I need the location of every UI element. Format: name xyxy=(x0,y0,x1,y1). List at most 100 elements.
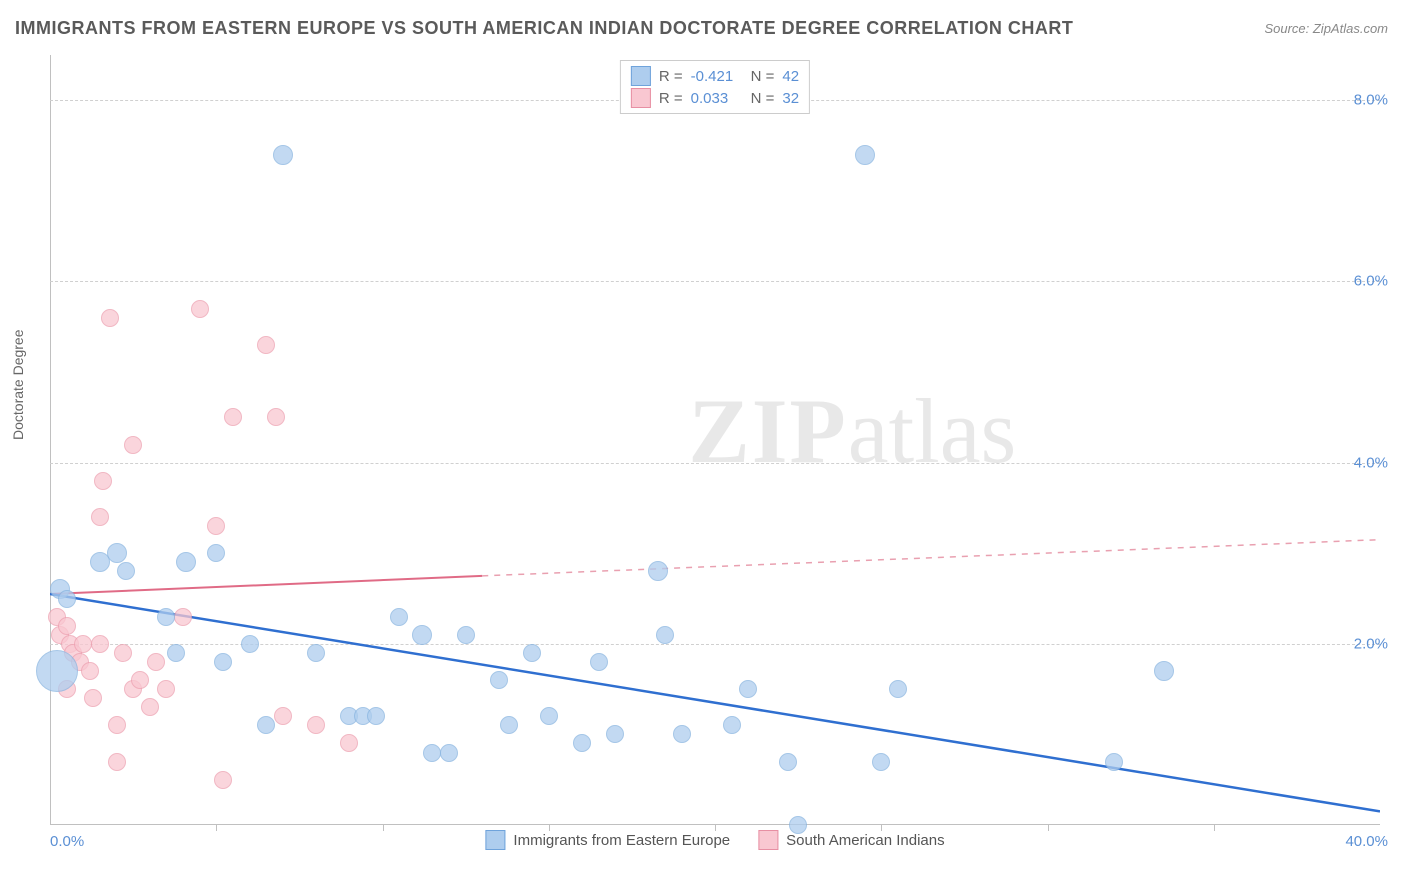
data-point-blue xyxy=(390,608,408,626)
data-point-blue xyxy=(855,145,875,165)
legend-label: South American Indians xyxy=(786,832,944,849)
legend-item: Immigrants from Eastern Europe xyxy=(485,830,730,850)
legend-swatch xyxy=(631,66,651,86)
x-minor-tick xyxy=(383,825,384,831)
legend-item: South American Indians xyxy=(758,830,944,850)
data-point-blue xyxy=(273,145,293,165)
data-point-blue xyxy=(648,561,668,581)
gridline xyxy=(50,281,1380,282)
data-point-pink xyxy=(214,771,232,789)
chart-plot-area: ZIPatlas 2.0%4.0%6.0%8.0% 0.0% 40.0% R =… xyxy=(50,55,1380,825)
data-point-blue xyxy=(500,716,518,734)
legend-swatch xyxy=(485,830,505,850)
series-legend: Immigrants from Eastern Europe South Ame… xyxy=(485,830,944,850)
n-value: 32 xyxy=(782,90,799,107)
data-point-blue xyxy=(167,644,185,662)
data-point-blue xyxy=(257,716,275,734)
y-axis-line xyxy=(50,55,51,825)
data-point-blue xyxy=(58,590,76,608)
data-point-pink xyxy=(267,408,285,426)
data-point-pink xyxy=(224,408,242,426)
legend-label: Immigrants from Eastern Europe xyxy=(513,832,730,849)
data-point-blue xyxy=(573,734,591,752)
data-point-blue xyxy=(412,625,432,645)
y-tick-label: 4.0% xyxy=(1354,454,1388,471)
data-point-pink xyxy=(157,680,175,698)
data-point-blue xyxy=(872,753,890,771)
n-label: N = xyxy=(751,90,775,107)
data-point-pink xyxy=(91,508,109,526)
data-point-blue xyxy=(889,680,907,698)
data-point-pink xyxy=(101,309,119,327)
x-minor-tick xyxy=(1214,825,1215,831)
data-point-pink xyxy=(74,635,92,653)
data-point-blue xyxy=(440,744,458,762)
data-point-pink xyxy=(340,734,358,752)
source-label: Source: ZipAtlas.com xyxy=(1264,21,1388,36)
data-point-pink xyxy=(58,617,76,635)
data-point-blue xyxy=(540,707,558,725)
data-point-blue xyxy=(307,644,325,662)
data-point-blue xyxy=(656,626,674,644)
data-point-pink xyxy=(274,707,292,725)
y-tick-label: 6.0% xyxy=(1354,273,1388,290)
data-point-pink xyxy=(147,653,165,671)
data-point-blue xyxy=(107,543,127,563)
legend-row: R = -0.421 N = 42 xyxy=(631,65,799,87)
data-point-pink xyxy=(307,716,325,734)
y-axis-label: Doctorate Degree xyxy=(10,329,26,440)
data-point-blue xyxy=(1105,753,1123,771)
n-label: N = xyxy=(751,68,775,85)
data-point-blue xyxy=(176,552,196,572)
trend-lines xyxy=(50,55,1380,825)
data-point-pink xyxy=(91,635,109,653)
data-point-blue xyxy=(1154,661,1174,681)
data-point-pink xyxy=(124,436,142,454)
data-point-blue xyxy=(36,650,78,692)
gridline xyxy=(50,463,1380,464)
x-tick-min: 0.0% xyxy=(50,833,84,850)
data-point-pink xyxy=(108,716,126,734)
data-point-blue xyxy=(241,635,259,653)
n-value: 42 xyxy=(782,68,799,85)
data-point-pink xyxy=(131,671,149,689)
x-tick-max: 40.0% xyxy=(1345,833,1388,850)
y-tick-label: 8.0% xyxy=(1354,92,1388,109)
legend-swatch xyxy=(758,830,778,850)
data-point-blue xyxy=(779,753,797,771)
data-point-pink xyxy=(257,336,275,354)
data-point-blue xyxy=(723,716,741,734)
chart-title: IMMIGRANTS FROM EASTERN EUROPE VS SOUTH … xyxy=(15,18,1073,39)
data-point-blue xyxy=(606,725,624,743)
data-point-blue xyxy=(214,653,232,671)
x-minor-tick xyxy=(1048,825,1049,831)
data-point-blue xyxy=(207,544,225,562)
data-point-blue xyxy=(117,562,135,580)
data-point-pink xyxy=(84,689,102,707)
r-label: R = xyxy=(659,90,683,107)
x-minor-tick xyxy=(216,825,217,831)
y-tick-label: 2.0% xyxy=(1354,635,1388,652)
data-point-blue xyxy=(457,626,475,644)
data-point-blue xyxy=(673,725,691,743)
chart-header: IMMIGRANTS FROM EASTERN EUROPE VS SOUTH … xyxy=(15,18,1388,39)
data-point-pink xyxy=(94,472,112,490)
data-point-blue xyxy=(367,707,385,725)
data-point-pink xyxy=(141,698,159,716)
r-label: R = xyxy=(659,68,683,85)
data-point-blue xyxy=(523,644,541,662)
r-value: 0.033 xyxy=(691,90,743,107)
data-point-blue xyxy=(157,608,175,626)
legend-row: R = 0.033 N = 32 xyxy=(631,87,799,109)
data-point-pink xyxy=(174,608,192,626)
data-point-blue xyxy=(739,680,757,698)
data-point-pink xyxy=(81,662,99,680)
data-point-pink xyxy=(114,644,132,662)
data-point-pink xyxy=(207,517,225,535)
data-point-blue xyxy=(490,671,508,689)
data-point-blue xyxy=(423,744,441,762)
correlation-legend: R = -0.421 N = 42 R = 0.033 N = 32 xyxy=(620,60,810,114)
data-point-blue xyxy=(590,653,608,671)
data-point-pink xyxy=(108,753,126,771)
watermark: ZIPatlas xyxy=(688,378,1016,484)
